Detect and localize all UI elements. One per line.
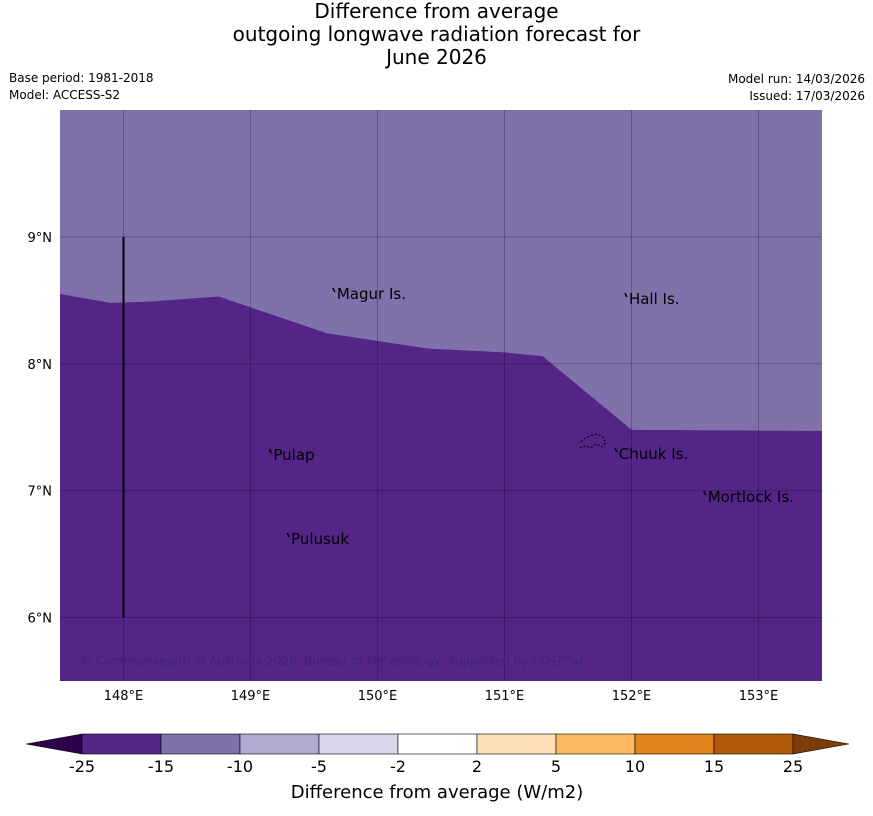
colorbar-title: Difference from average (W/m2) <box>291 782 583 803</box>
colorbar-tick-label: -10 <box>227 757 253 776</box>
colorbar-segment <box>81 733 162 755</box>
colorbar-segment <box>713 733 794 755</box>
island-marker <box>614 447 618 453</box>
lower-anomaly-region <box>60 294 822 681</box>
chart-title: Difference from average outgoing longwav… <box>0 0 873 69</box>
lat-tick-label: 9°N <box>28 231 53 246</box>
lon-tick-label: 151°E <box>485 689 525 704</box>
place-label: Pulap <box>273 446 314 464</box>
colorbar-tick-label: 5 <box>551 757 561 776</box>
colorbar-segment <box>318 733 399 755</box>
colorbar-segment <box>160 733 241 755</box>
lon-tick-label: 150°E <box>358 689 398 704</box>
colorbar-tick-label: -15 <box>148 757 174 776</box>
island-marker <box>268 448 273 454</box>
base-period: Base period: 1981-2018 <box>9 71 154 85</box>
title-line-1: Difference from average <box>314 0 559 23</box>
colorbar-segment <box>397 733 478 755</box>
colorbar-extend-low-outline <box>25 733 83 755</box>
colorbar-segment <box>239 733 320 755</box>
lon-tick-label: 153°E <box>739 689 779 704</box>
place-label: Magur Is. <box>337 285 406 303</box>
colorbar-tick-label: 10 <box>625 757 645 776</box>
issued-date: Issued: 17/03/2026 <box>749 89 865 103</box>
lon-tick-label: 149°E <box>231 689 271 704</box>
colorbar-segment <box>634 733 715 755</box>
colorbar-tick-label: -5 <box>311 757 327 776</box>
map-panel: 148°E 149°E 150°E 151°E 152°E 153°E 6°N 7°N 8°N 9… <box>28 110 822 704</box>
colorbar-tick-label: 15 <box>704 757 724 776</box>
colorbar-tick-label: 2 <box>472 757 482 776</box>
island-marker <box>332 287 336 293</box>
colorbar-tick-label: -25 <box>69 757 95 776</box>
chuuk-atoll-outline <box>579 433 607 449</box>
title-line-2: outgoing longwave radiation forecast for <box>232 22 641 46</box>
place-label: Hall Is. <box>629 290 680 308</box>
colorbar-tick-label: 25 <box>783 757 803 776</box>
colorbar-extend-low <box>26 734 82 754</box>
meta-right: Model run: 14/03/2026 Issued: 17/03/2026 <box>728 71 865 105</box>
colorbar-segment <box>555 733 636 755</box>
colorbar-segment <box>476 733 557 755</box>
copyright-notice: © Commonwealth of Australia 2026, Bureau… <box>80 654 585 668</box>
lon-tick-label: 152°E <box>612 689 652 704</box>
model-run-date: Model run: 14/03/2026 <box>727 72 865 86</box>
place-label: Pulusuk <box>291 530 349 548</box>
island-marker <box>624 292 628 298</box>
lat-tick-label: 8°N <box>28 358 53 373</box>
lon-tick-label: 148°E <box>104 689 144 704</box>
place-label: Chuuk Is. <box>619 445 688 463</box>
island-marker <box>703 490 707 496</box>
colorbar-extend-high <box>792 733 850 755</box>
place-label: Mortlock Is. <box>708 488 794 506</box>
colorbar-tick-label: -2 <box>390 757 406 776</box>
lat-tick-label: 7°N <box>28 485 53 500</box>
meta-left: Base period: 1981-2018 Model: ACCESS-S2 <box>9 70 154 104</box>
title-line-3: June 2026 <box>386 45 487 69</box>
island-marker <box>286 532 290 538</box>
model-name: Model: ACCESS-S2 <box>9 88 121 102</box>
lat-tick-label: 6°N <box>28 612 53 627</box>
